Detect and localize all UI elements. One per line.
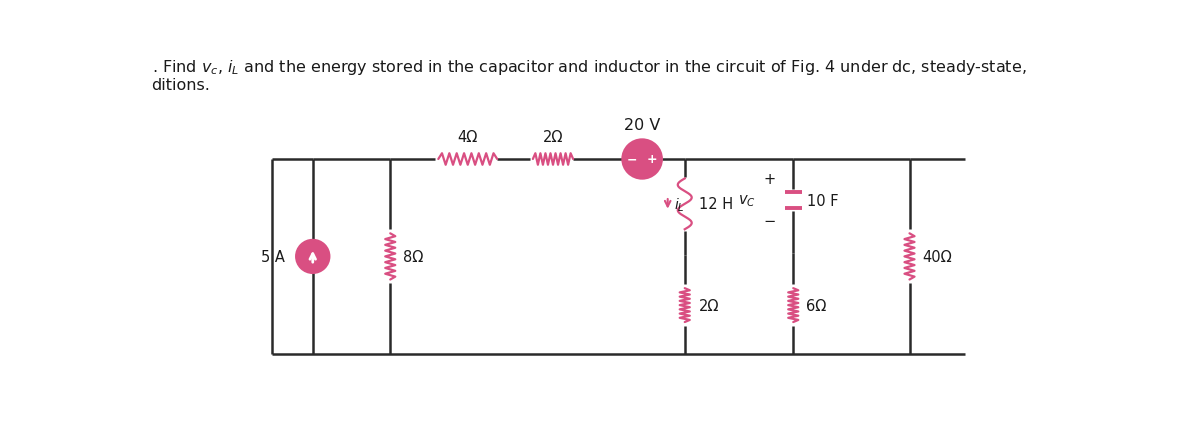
Text: 2Ω: 2Ω [542, 129, 563, 144]
Text: −: − [626, 153, 637, 166]
Text: 6Ω: 6Ω [806, 298, 827, 313]
Text: $v_C$: $v_C$ [738, 193, 756, 208]
Circle shape [296, 240, 330, 273]
Text: 5 A: 5 A [260, 249, 284, 264]
Circle shape [623, 140, 662, 179]
Text: 8Ω: 8Ω [403, 249, 424, 264]
Text: 40Ω: 40Ω [923, 249, 953, 264]
Text: +: + [764, 171, 776, 187]
Text: ditions.: ditions. [151, 77, 210, 92]
Text: 4Ω: 4Ω [457, 129, 478, 144]
Text: −: − [764, 213, 776, 228]
Text: $i_L$: $i_L$ [674, 196, 684, 213]
Text: 2Ω: 2Ω [698, 298, 719, 313]
Text: . Find $v_c$, $i_L$ and the energy stored in the capacitor and inductor in the c: . Find $v_c$, $i_L$ and the energy store… [151, 57, 1026, 76]
Text: 20 V: 20 V [624, 118, 660, 133]
Text: 12 H: 12 H [698, 197, 733, 212]
Text: 10 F: 10 F [808, 193, 839, 208]
Text: +: + [647, 153, 658, 166]
